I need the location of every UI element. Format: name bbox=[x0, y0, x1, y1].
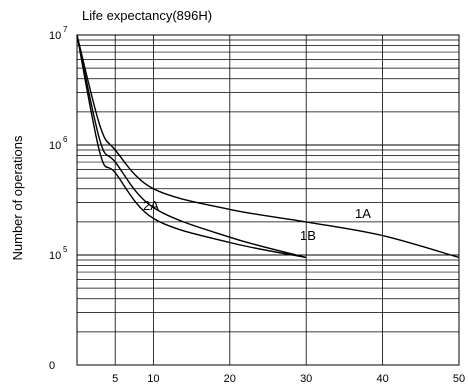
series-labels: 1A 1B 2A bbox=[143, 198, 371, 243]
y-tick-exponent: 6 bbox=[63, 135, 68, 144]
plot-frame bbox=[76, 34, 460, 366]
series-lines bbox=[76, 34, 460, 259]
series-label-2a: 2A bbox=[143, 198, 159, 213]
series-line-1a bbox=[76, 34, 460, 259]
x-tick-label: 5 bbox=[112, 373, 118, 385]
series-label-1a: 1A bbox=[355, 206, 371, 221]
series-line-2a bbox=[76, 34, 307, 259]
y-axis-label: Number of operations bbox=[10, 135, 25, 261]
x-tick-label: 40 bbox=[376, 373, 388, 385]
series-label-1b: 1B bbox=[300, 228, 316, 243]
x-tick-label: 10 bbox=[147, 373, 159, 385]
chart-title: Life expectancy(896H) bbox=[82, 8, 212, 23]
x-tick-label: 50 bbox=[453, 373, 465, 385]
y-tick-label: 10 bbox=[49, 250, 61, 262]
y-tick-exponent: 5 bbox=[63, 245, 68, 254]
series-line-1b bbox=[76, 34, 307, 259]
grid bbox=[77, 35, 459, 365]
x-tick-label: 30 bbox=[300, 373, 312, 385]
x-tick-label: 20 bbox=[224, 373, 236, 385]
y-tick-label: 10 bbox=[49, 30, 61, 42]
y-tick-label: 0 bbox=[49, 360, 55, 372]
y-tick-label: 10 bbox=[49, 140, 61, 152]
y-tick-exponent: 7 bbox=[63, 25, 68, 34]
